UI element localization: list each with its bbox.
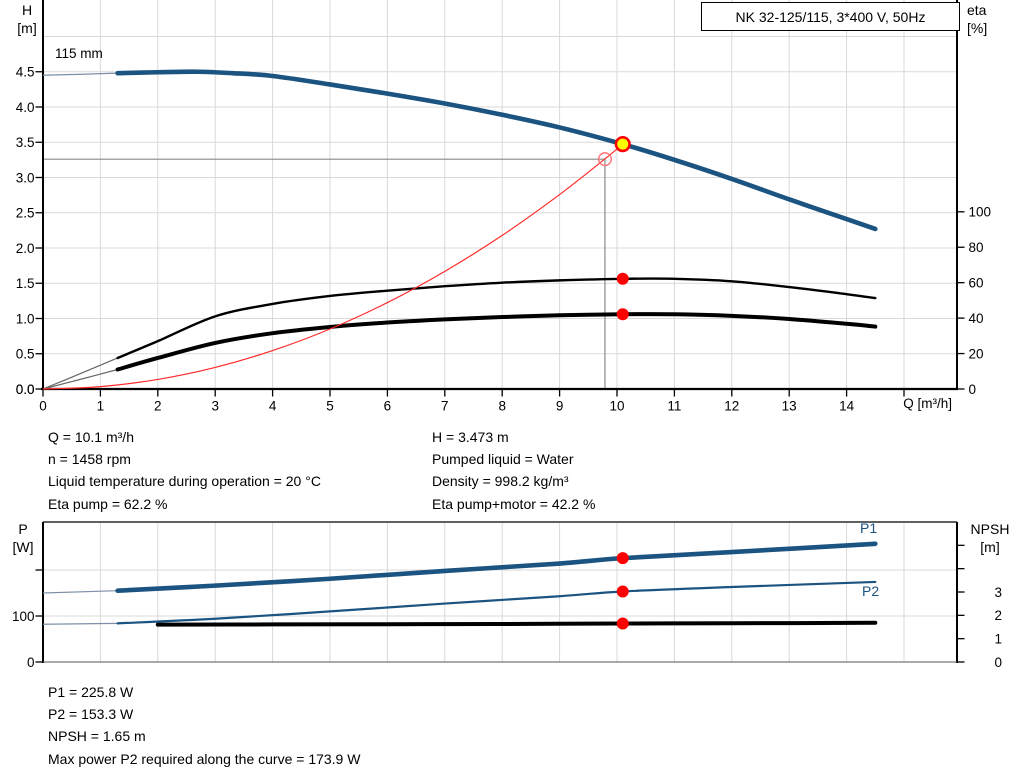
eta-tick-label: 40 [969,311,984,326]
h-tick-label: 3.5 [16,135,35,150]
h-tick-label: 0.0 [16,382,35,397]
P1-curve-lead-in [42,590,118,594]
eta-axis-name: eta [967,2,987,18]
eta-pump-motor-curve [115,312,878,372]
p-tick-label: 0 [27,655,35,670]
eta-tick-label: 20 [969,346,984,361]
npsh-axis-unit: [m] [980,538,1000,555]
P2-curve-lead-in [42,622,118,625]
h-tick-label: 0.5 [16,347,35,362]
q-tick-label: 8 [498,399,506,414]
crosshair-point[interactable] [597,152,612,167]
info-line: Eta pump+motor = 42.2 % [432,495,596,512]
info-line: Pumped liquid = Water [432,451,574,468]
eta-pump-point [616,272,629,285]
info-line: Q = 10.1 m³/h [48,429,134,445]
NPSH-curve [155,620,878,627]
operating-point-info-right: H = 3.473 m Pumped liquid = Water Density … [432,426,595,515]
p2-curve-label: P2 [862,583,880,599]
q-tick-label: 7 [441,399,449,414]
eta-pump-motor-curve-lead-in [42,368,118,390]
p-tick-label: 100 [12,609,35,624]
q-axis-label: Q [m³/h] [903,396,952,411]
q-tick-label: 5 [326,399,334,414]
info-line: H = 3.473 m [432,429,509,445]
eta-axis-unit: [%] [967,19,988,36]
P2-curve [116,580,877,625]
q-tick-label: 4 [269,399,277,414]
power-npsh-info: P1 = 225.8 W P2 = 153.3 W NPSH = 1.65 m Max… [48,681,360,770]
npsh-axis-title: NPSH [m] [962,521,1018,556]
eta-tick-label: 80 [969,240,984,255]
h-tick-label: 4.5 [16,65,35,80]
h-tick-label: 4.0 [16,100,35,115]
q-tick-label: 11 [667,399,681,414]
h-axis-title: H [m] [10,2,44,37]
q-tick-label: 13 [782,399,797,414]
q-tick-label: 3 [211,399,219,414]
P1-curve [115,541,878,593]
q-tick-label: 1 [97,399,105,414]
npsh-point [616,617,629,630]
npsh-tick-label: 3 [994,585,1002,600]
h-tick-label: 1.5 [16,276,35,291]
h-tick-label: 1.0 [16,311,35,326]
eta-pump-curve-lead-in [42,357,118,390]
q-tick-label: 9 [556,399,564,414]
info-line: P2 = 153.3 W [48,706,134,723]
pump-curve-115mm [115,69,878,232]
info-line: Eta pump = 62.2 % [48,495,168,512]
h-axis-unit: [m] [17,19,37,36]
npsh-axis-name: NPSH [970,521,1010,537]
eta-tick-label: 0 [969,382,977,397]
npsh-tick-label: 0 [994,655,1002,670]
p1-point [616,552,629,565]
h-tick-label: 0.0 [16,382,35,397]
q-tick-label: 0 [39,399,47,414]
q-tick-label: 10 [609,399,624,414]
info-line: Liquid temperature during operation = 20… [48,473,321,490]
info-line: Max power P2 required along the curve = … [48,750,361,767]
eta-pump-curve [116,277,877,360]
eta-tick-label: 60 [969,275,984,290]
npsh-tick-label: 2 [994,608,1002,623]
impeller-diameter-label: 115 mm [55,46,103,61]
p2-point [616,585,629,598]
q-tick-label: 6 [384,399,392,414]
p1-curve-label: P1 [860,520,878,536]
p-axis-name: P [18,521,28,537]
operating-point-info-left: Q = 10.1 m³/h n = 1458 rpm Liquid temperat… [48,426,321,515]
duty-point[interactable] [614,136,631,153]
info-line: NPSH = 1.65 m [48,728,146,745]
eta-axis-title: eta [%] [967,2,1007,37]
h-tick-label: 3.0 [16,170,35,185]
h-tick-label: 2.0 [16,241,35,256]
npsh-tick-label: 1 [994,631,1002,646]
system-curve [42,143,624,390]
q-tick-label: 2 [154,399,162,414]
info-line: n = 1458 rpm [48,451,131,468]
p-axis-unit: [W] [12,538,34,555]
p-axis-title: P [W] [6,521,40,556]
h-tick-label: 2.5 [16,206,35,221]
pump-title-text: NK 32-125/115, 3*400 V, 50Hz [735,8,926,25]
info-line: P1 = 225.8 W [48,684,134,700]
pump-curve-115mm-lead-in [42,72,118,76]
pump-title-box: NK 32-125/115, 3*400 V, 50Hz [701,2,960,31]
q-tick-label: 14 [839,399,855,414]
eta-pump-motor-point [616,308,629,321]
info-line: Density = 998.2 kg/m³ [432,473,569,490]
h-axis-name: H [21,2,33,18]
q-tick-label: 12 [724,399,739,414]
eta-tick-label: 100 [969,205,992,220]
